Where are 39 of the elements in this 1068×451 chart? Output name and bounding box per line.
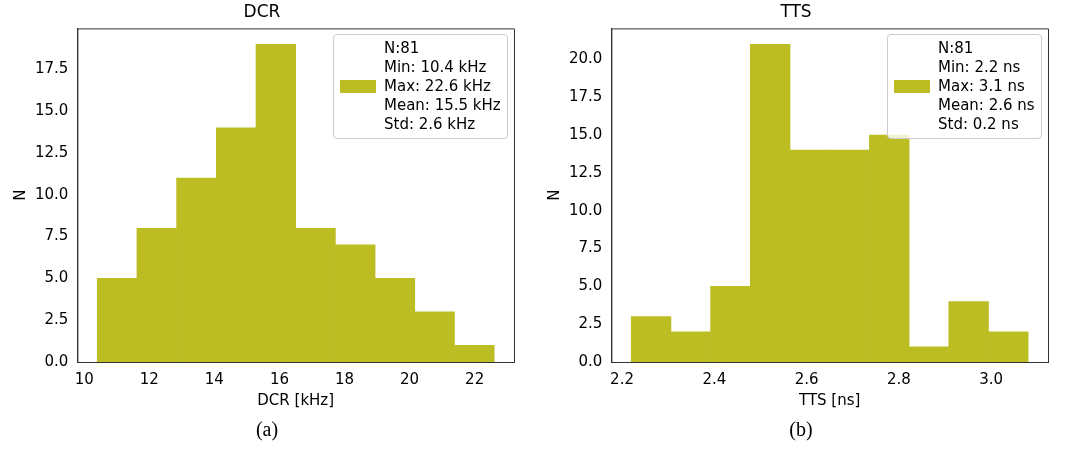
text: (a): [254, 418, 280, 441]
y-tick-label: 10.0: [568, 200, 603, 219]
x-axis-title: DCR [kHz]: [257, 390, 335, 409]
y-tick-label: 2.5: [44, 310, 69, 329]
x-tick-label: 22: [465, 369, 485, 388]
text: (b): [788, 418, 814, 441]
y-tick-label: 7.5: [44, 226, 69, 245]
y-tick-label: 2.5: [578, 314, 603, 333]
chart-title: TTS: [779, 0, 812, 21]
y-tick-label: 0.0: [578, 351, 603, 370]
legend-label: N:81 Min: 10.4 kHz Max: 22.6 kHz Mean: 15.5 kHz Std: 2.6 kHz: [384, 39, 501, 135]
x-tick-label: 10: [74, 369, 94, 388]
x-tick-label: 14: [204, 369, 224, 388]
x-tick-label: 2.8: [887, 369, 911, 388]
x-tick-label: 2.4: [702, 369, 727, 388]
legend-label: N:81 Min: 2.2 ns Max: 3.1 ns Mean: 2.6 ns Std: 0.2 ns: [938, 39, 1035, 135]
x-tick-label: 18: [334, 369, 355, 388]
x-tick-label: 16: [269, 369, 289, 388]
chart-title: DCR: [243, 0, 281, 21]
y-tick-label: 17.5: [568, 87, 603, 106]
y-axis-title: N: [544, 189, 563, 201]
x-tick-label: 20: [400, 369, 420, 388]
y-tick-label: 5.0: [578, 276, 603, 295]
y-tick-label: 20.0: [568, 49, 603, 68]
y-axis-title: N: [10, 189, 29, 201]
y-tick-label: 0.0: [44, 351, 69, 370]
y-tick-label: 15.0: [34, 101, 69, 120]
y-tick-label: 5.0: [44, 268, 69, 287]
y-tick-label: 15.0: [568, 124, 603, 143]
x-axis-title: TTS [ns]: [798, 390, 861, 409]
y-tick-label: 12.5: [34, 142, 69, 161]
x-tick-label: 3.0: [979, 369, 1004, 388]
y-tick-label: 17.5: [34, 59, 69, 78]
y-tick-label: 7.5: [578, 238, 603, 257]
x-tick-label: 12: [139, 369, 159, 388]
y-tick-label: 12.5: [568, 162, 603, 181]
y-tick-label: 10.0: [34, 184, 69, 203]
x-tick-label: 2.2: [610, 369, 634, 388]
x-tick-label: 2.6: [794, 369, 819, 388]
